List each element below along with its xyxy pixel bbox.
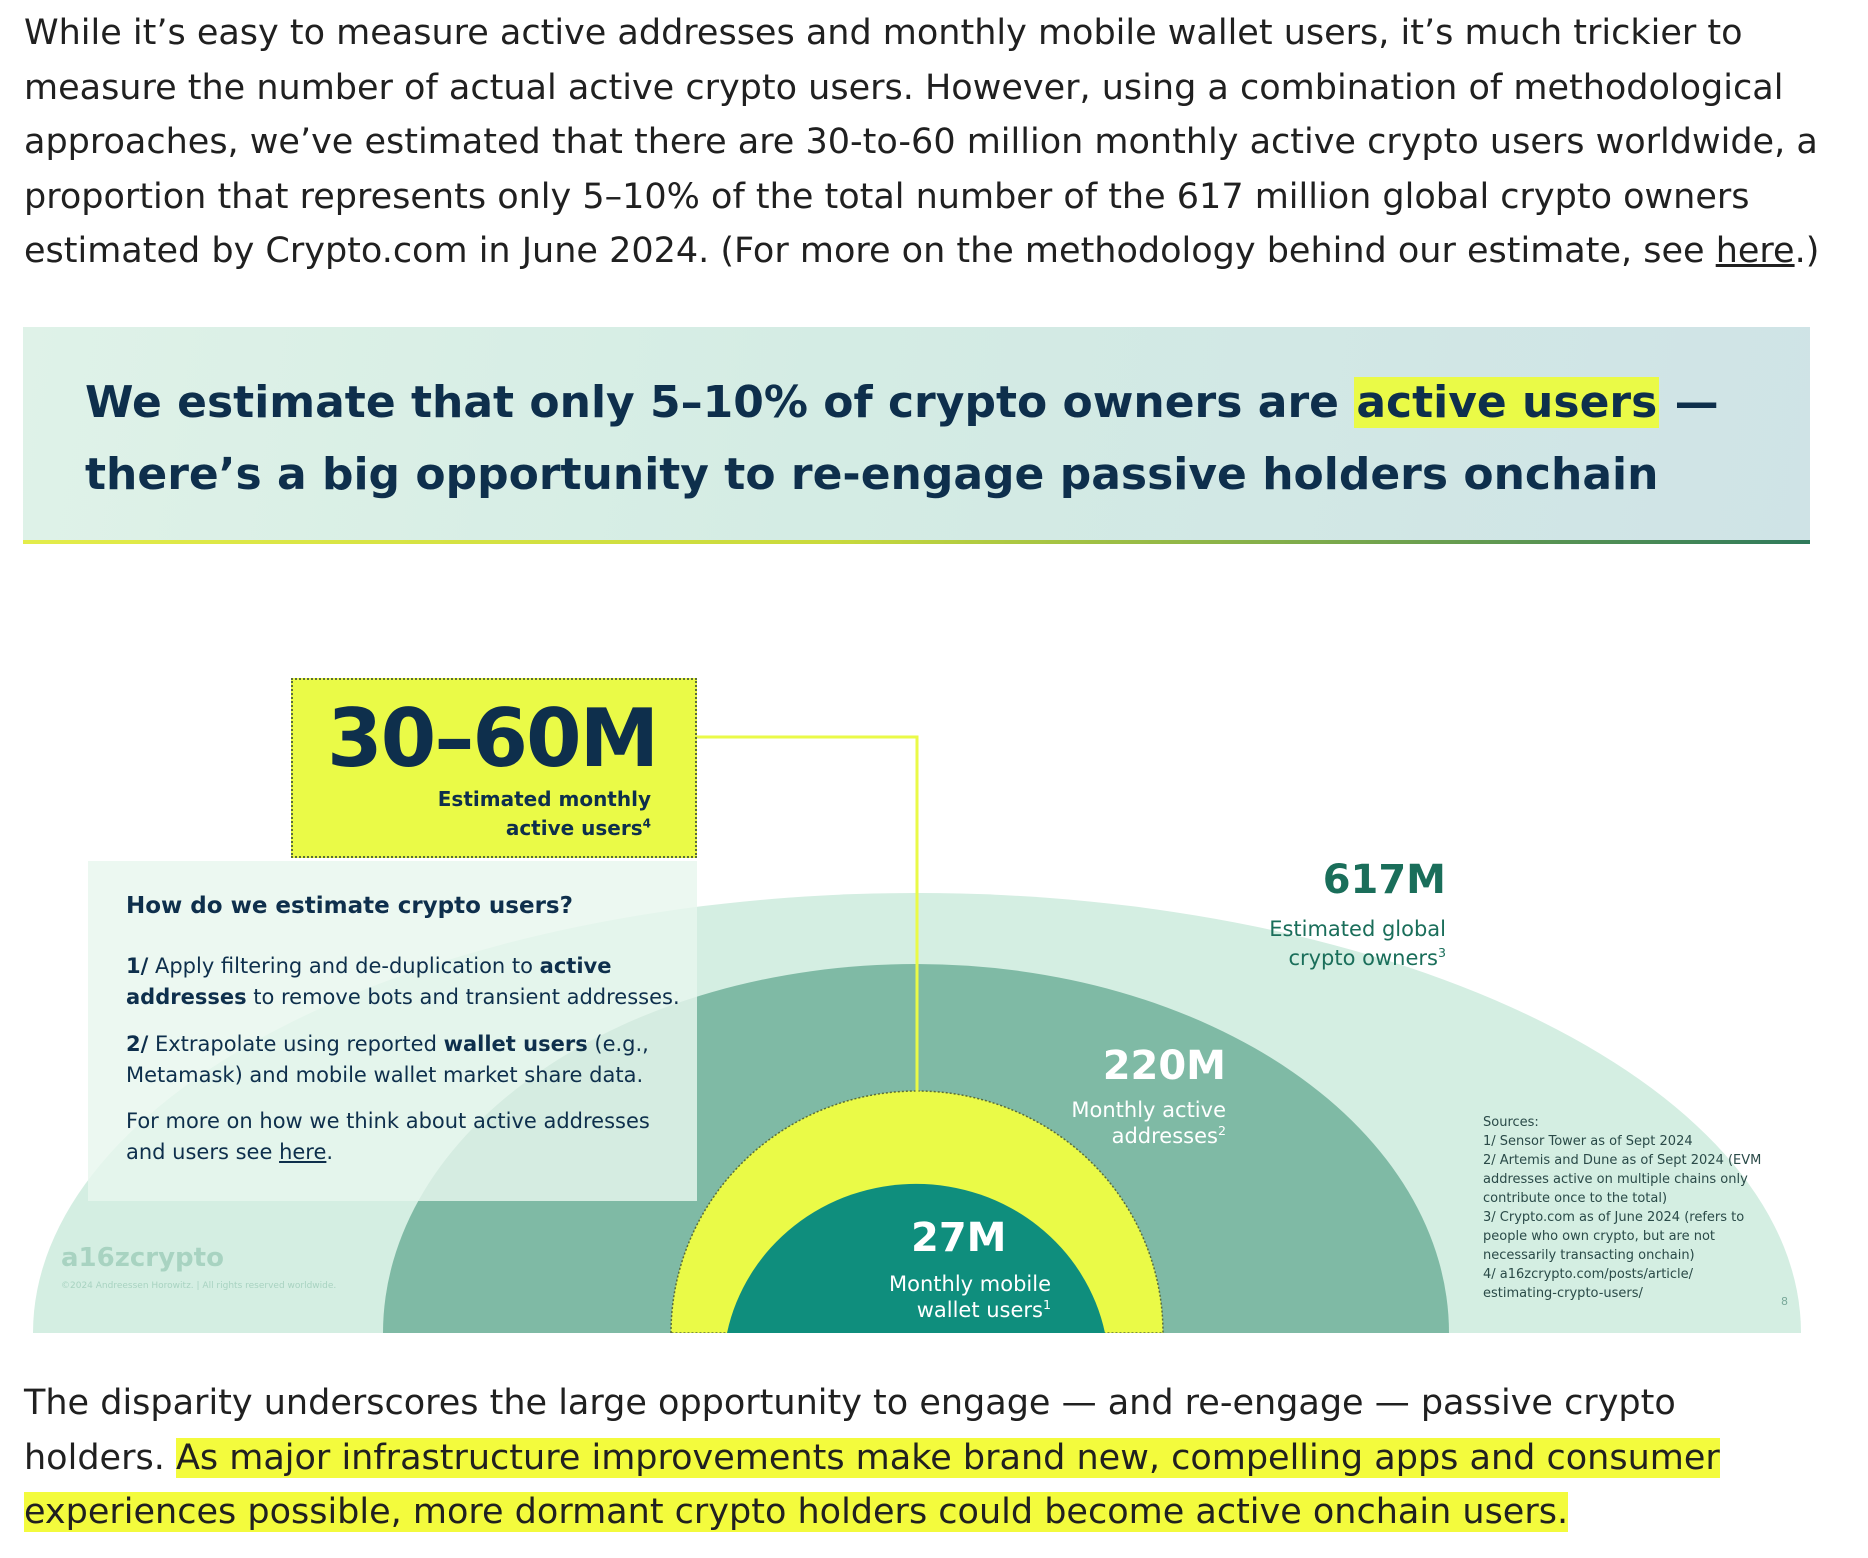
methodology-step-2: 2/ Extrapolate using reported wallet use… (126, 1029, 686, 1091)
methodology-more: For more on how we think about active ad… (126, 1106, 686, 1168)
step1-text: Apply filtering and de-duplication to (148, 954, 540, 978)
source-item: 4/ a16zcrypto.com/posts/article/ estimat… (1483, 1267, 1694, 1301)
methodology-step-1: 1/ Apply filtering and de-duplication to… (126, 951, 686, 1013)
active-users-value: 30–60M (327, 692, 659, 785)
global-owners-label-text: Estimated global crypto owners (1269, 917, 1446, 970)
a16zcrypto-logo: a16zcrypto (61, 1243, 224, 1273)
intro-text-end: .) (1794, 231, 1820, 271)
footnote-marker: 3 (1437, 945, 1446, 960)
sources-title: Sources: (1483, 1115, 1539, 1130)
footnote-marker: 4 (642, 816, 651, 831)
source-item: 2/ Artemis and Dune as of Sept 2024 (EVM… (1483, 1153, 1762, 1206)
callout-connector (697, 735, 919, 1119)
title-dash: — (1659, 377, 1719, 428)
copyright-notice: ©2024 Andreessen Horowitz. | All rights … (61, 1281, 337, 1291)
estimate-infographic: We estimate that only 5–10% of crypto ow… (23, 327, 1810, 1333)
source-item: 3/ Crypto.com as of June 2024 (refers to… (1483, 1210, 1745, 1263)
banner-divider (23, 540, 1810, 544)
source-item: 1/ Sensor Tower as of Sept 2024 (1483, 1134, 1693, 1149)
highlighted-text: As major infrastructure improvements mak… (24, 1437, 1720, 1532)
inner-core-27m (727, 1183, 1105, 1333)
closing-paragraph: The disparity underscores the large oppo… (24, 1376, 1824, 1540)
active-users-label: Estimated monthly active users4 (411, 785, 651, 843)
global-owners-value: 617M (1322, 857, 1446, 903)
intro-paragraph: While it’s easy to measure active addres… (24, 6, 1824, 279)
step1-text-end: to remove bots and transient addresses. (246, 985, 680, 1009)
step2-number: 2/ (126, 1032, 149, 1056)
mobile-wallet-users-label-text: Monthly mobile wallet users (889, 1272, 1051, 1322)
mobile-wallet-users-value: 27M (911, 1215, 1007, 1261)
closing-text: The disparity underscores the large oppo… (24, 1383, 1676, 1478)
active-addresses-label: Monthly active addresses2 (1006, 1097, 1226, 1149)
sources-list: Sources: 1/ Sensor Tower as of Sept 2024… (1483, 1113, 1763, 1303)
active-users-label-text: Estimated monthly active users (437, 787, 651, 840)
active-addresses-label-text: Monthly active addresses (1071, 1098, 1226, 1148)
step2-text: Extrapolate using reported (148, 1032, 444, 1056)
infographic-title-line2: there’s a big opportunity to re-engage p… (85, 449, 1659, 500)
methodology-panel: How do we estimate crypto users? 1/ Appl… (88, 861, 697, 1201)
more-text-end: . (326, 1140, 334, 1164)
global-owners-label: Estimated global crypto owners3 (1206, 915, 1446, 973)
active-users-callout: 30–60M Estimated monthly active users4 (291, 678, 697, 858)
more-text: For more on how we think about active ad… (126, 1109, 650, 1164)
footnote-marker: 2 (1217, 1123, 1226, 1138)
step1-emphasis: active addresses (126, 954, 612, 1009)
step2-text-end: (e.g., Metamask) and mobile wallet marke… (126, 1032, 649, 1087)
slide-page-number: 8 (1781, 1295, 1788, 1308)
infographic-title-line1: We estimate that only 5–10% of crypto ow… (85, 377, 1719, 428)
methodology-more-link[interactable]: here (279, 1140, 327, 1164)
methodology-link[interactable]: here (1715, 231, 1795, 271)
footnote-marker: 1 (1042, 1297, 1051, 1312)
infographic-banner: We estimate that only 5–10% of crypto ow… (23, 327, 1810, 540)
mobile-wallet-users-label: Monthly mobile wallet users1 (851, 1271, 1051, 1323)
intro-text: While it’s easy to measure active addres… (24, 13, 1818, 271)
title-highlight: active users (1354, 377, 1660, 428)
methodology-title: How do we estimate crypto users? (126, 893, 573, 919)
title-text: We estimate that only 5–10% of crypto ow… (85, 377, 1355, 428)
step2-emphasis: wallet users (443, 1032, 588, 1056)
active-addresses-value: 220M (1102, 1043, 1226, 1089)
step1-number: 1/ (126, 954, 149, 978)
